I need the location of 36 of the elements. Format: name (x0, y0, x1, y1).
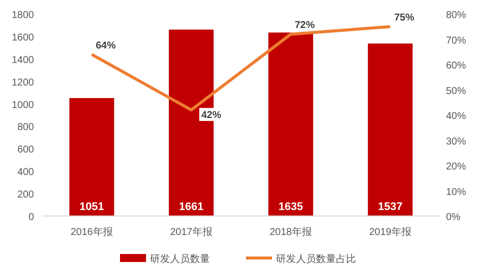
data-label: 1661 (179, 201, 204, 213)
data-label: 75% (394, 12, 414, 24)
y2-tick-label: 0% (446, 212, 461, 223)
y-tick-label: 1400 (12, 54, 34, 66)
data-label: 72% (294, 20, 315, 32)
y-tick-label: 1600 (12, 32, 34, 44)
y-tick-label: 1000 (12, 100, 34, 111)
x-tick-label: 2017年报 (170, 226, 212, 238)
y-tick-label: 600 (17, 144, 34, 156)
legend-label: 研发人员数量占比 (276, 253, 356, 265)
y-tick-label: 800 (17, 122, 34, 134)
y-tick-label: 0 (28, 212, 34, 223)
y-tick-label: 1800 (12, 10, 34, 21)
y-tick-label: 1200 (12, 77, 34, 88)
data-label: 1537 (378, 201, 402, 213)
y2-tick-label: 40% (446, 111, 466, 122)
y2-tick-label: 70% (446, 35, 466, 46)
data-label: 64% (96, 40, 116, 52)
y-tick-label: 200 (17, 190, 34, 201)
legend-label: 研发人员数量 (150, 254, 210, 265)
y2-tick-label: 60% (446, 60, 466, 72)
bar (69, 98, 114, 216)
bar (268, 32, 314, 216)
x-tick-label: 2016年报 (70, 226, 113, 238)
y-tick-label: 400 (17, 167, 34, 178)
data-label: 1051 (80, 201, 104, 213)
y2-tick-label: 20% (446, 162, 466, 172)
x-tick-label: 2018年报 (270, 226, 312, 238)
data-label: 42% (201, 110, 222, 121)
x-tick-label: 2019年报 (369, 226, 412, 238)
y2-tick-label: 80% (446, 10, 466, 21)
y2-tick-label: 10% (446, 186, 466, 198)
bar (368, 44, 413, 216)
y2-tick-label: 30% (446, 136, 466, 148)
y2-tick-label: 50% (446, 86, 466, 97)
data-label: 1635 (278, 201, 303, 213)
